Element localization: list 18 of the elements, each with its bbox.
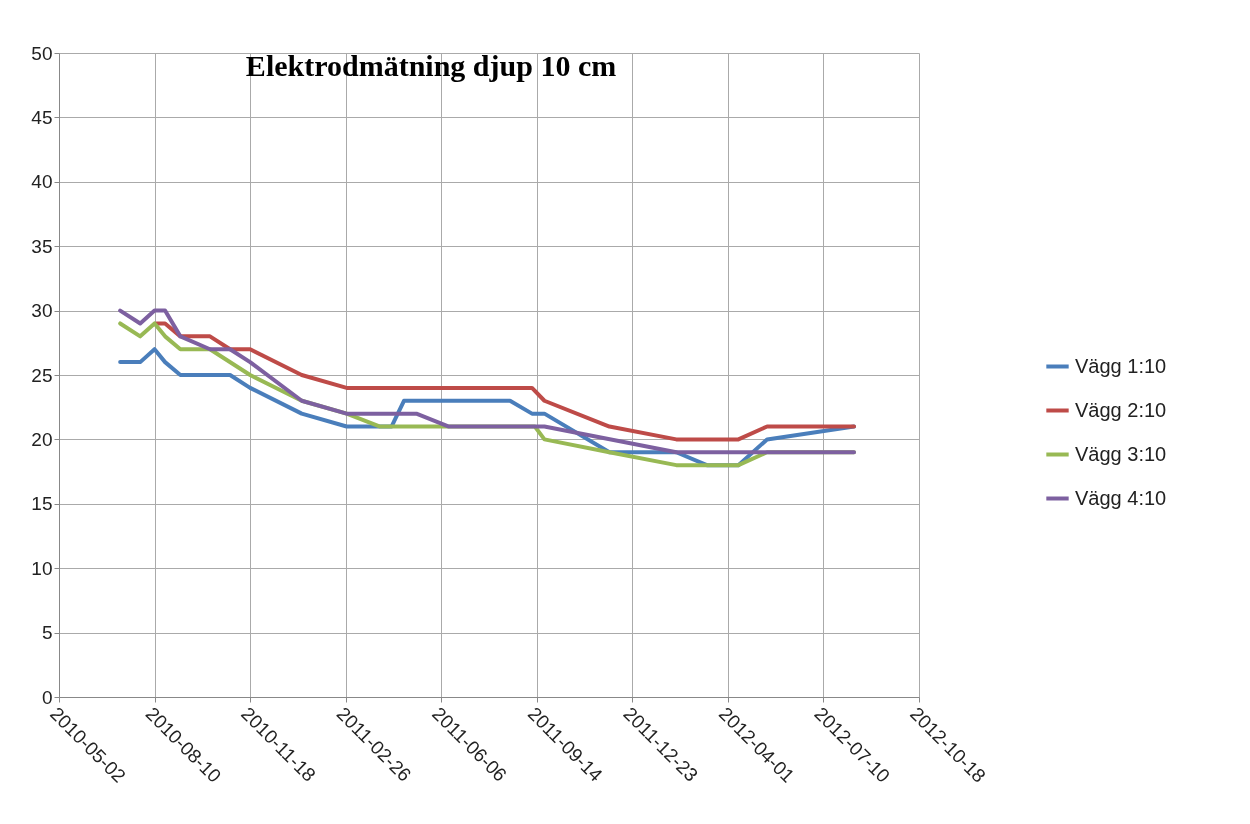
y-tick-label: 25 [31,364,53,386]
legend-label: Vägg 3:10 [1075,442,1167,465]
line-series [154,321,857,442]
y-tick-label: 10 [31,557,53,579]
y-tick-label: 20 [31,428,53,450]
line-series [118,308,857,455]
y-tick-label: 40 [31,171,53,193]
chart-title: Elektrodmätning djup 10 cm [245,49,617,82]
y-tick-label: 30 [31,300,53,322]
legend-label: Vägg 2:10 [1075,398,1167,421]
y-tick-label: 15 [31,493,53,515]
legend-label: Vägg 4:10 [1075,486,1167,509]
y-tick-label: 50 [31,42,53,64]
y-tick-label: 45 [31,106,53,128]
y-tick-label: 35 [31,235,53,257]
y-tick-label: 0 [41,686,53,708]
y-tick-label: 5 [41,622,53,644]
legend-label: Vägg 1:10 [1075,354,1167,377]
